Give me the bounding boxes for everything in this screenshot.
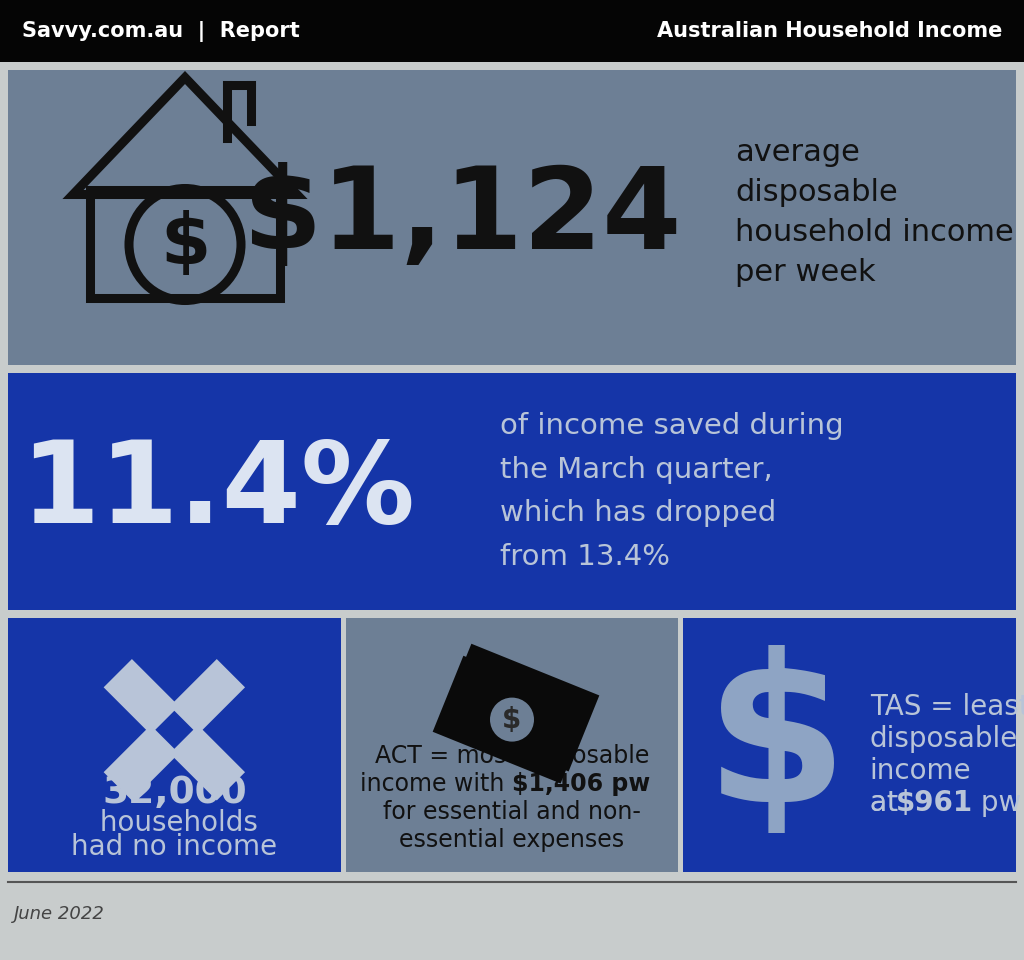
FancyBboxPatch shape: [346, 618, 678, 872]
Polygon shape: [433, 656, 591, 783]
Text: June 2022: June 2022: [14, 905, 104, 923]
Text: average: average: [735, 138, 860, 167]
Text: $961: $961: [896, 789, 973, 817]
Text: $: $: [160, 210, 210, 279]
Text: at: at: [869, 789, 906, 817]
Text: essential expenses: essential expenses: [399, 828, 625, 852]
Text: 11.4%: 11.4%: [20, 436, 416, 547]
Polygon shape: [440, 644, 599, 772]
Text: $1,406 pw: $1,406 pw: [512, 773, 650, 797]
Text: at: at: [869, 789, 906, 817]
Circle shape: [490, 698, 534, 741]
Text: ACT = most disposable: ACT = most disposable: [375, 744, 649, 768]
Text: pw: pw: [972, 789, 1021, 817]
FancyBboxPatch shape: [0, 0, 1024, 62]
Text: household income: household income: [735, 218, 1014, 247]
Text: per week: per week: [735, 258, 876, 287]
Text: income with: income with: [360, 773, 512, 797]
Text: $: $: [503, 706, 521, 733]
Text: households: households: [91, 808, 258, 837]
Text: $: $: [705, 645, 848, 845]
Polygon shape: [156, 710, 194, 749]
Text: disposable: disposable: [869, 725, 1018, 753]
Text: for essential and non-: for essential and non-: [383, 801, 641, 825]
Text: $1,124: $1,124: [243, 162, 682, 273]
FancyBboxPatch shape: [8, 70, 1016, 365]
Text: disposable: disposable: [735, 178, 898, 207]
Text: Australian Household Income: Australian Household Income: [656, 21, 1002, 41]
Text: of income saved during
the March quarter,
which has dropped
from 13.4%: of income saved during the March quarter…: [500, 413, 844, 570]
FancyBboxPatch shape: [8, 618, 341, 872]
FancyBboxPatch shape: [8, 373, 1016, 610]
Polygon shape: [103, 660, 245, 801]
Text: TAS = least: TAS = least: [869, 693, 1024, 721]
Text: 32,000: 32,000: [102, 775, 247, 810]
Text: income: income: [869, 757, 971, 785]
Text: had no income: had no income: [72, 832, 278, 861]
Polygon shape: [103, 660, 245, 801]
FancyBboxPatch shape: [683, 618, 1016, 872]
Text: Savvy.com.au  |  Report: Savvy.com.au | Report: [22, 20, 300, 41]
